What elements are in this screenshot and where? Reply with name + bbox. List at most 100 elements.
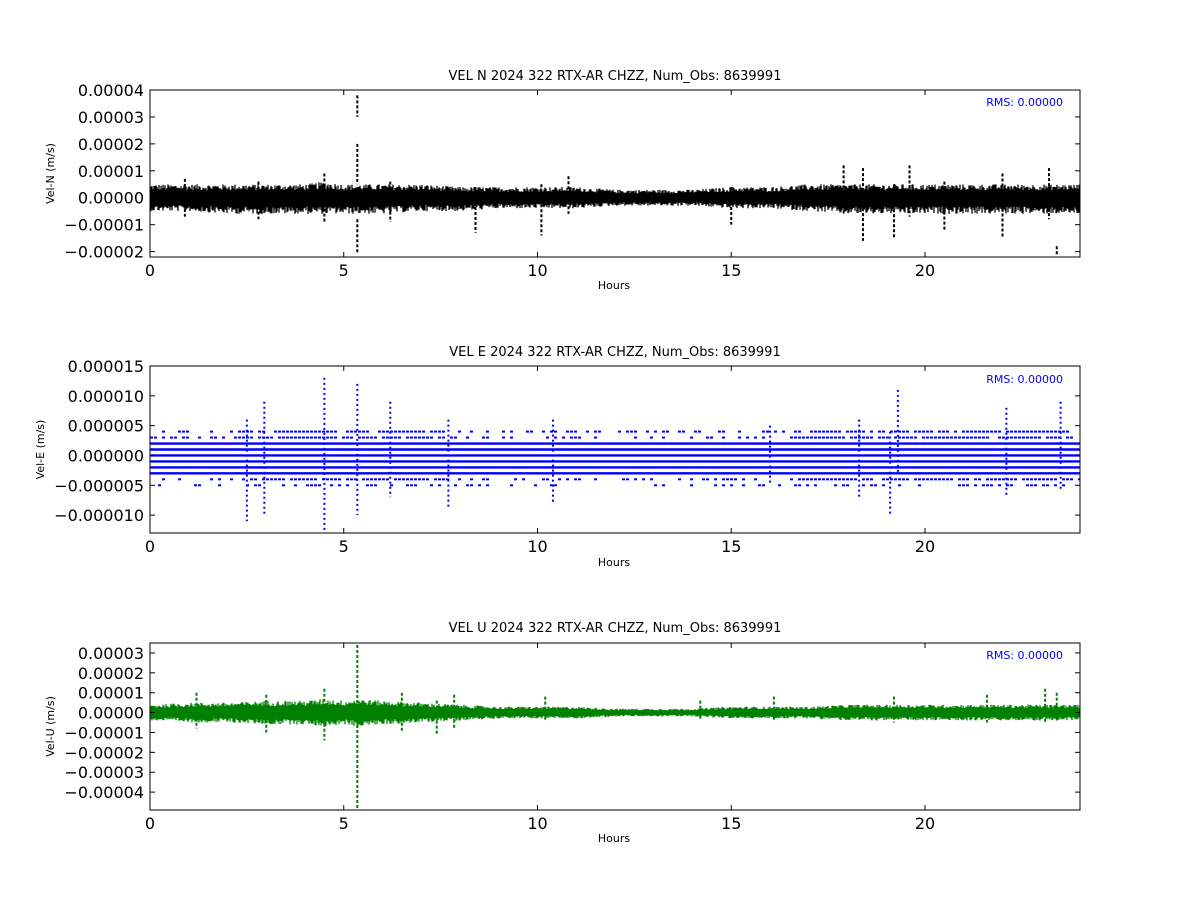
level-mark (914, 478, 917, 481)
ytick-label: 0.00002 (78, 664, 144, 683)
level-mark (382, 478, 385, 481)
level-mark (1046, 436, 1049, 439)
level-mark (1042, 478, 1045, 481)
level-mark (362, 430, 365, 433)
level-mark (1054, 436, 1057, 439)
level-mark (930, 436, 933, 439)
level-mark (850, 436, 853, 439)
level-mark (946, 430, 949, 433)
level-mark (258, 436, 261, 439)
level-mark (734, 478, 737, 481)
level-mark (694, 430, 697, 433)
level-mark (214, 436, 217, 439)
level-mark (374, 478, 377, 481)
panel-vel-n-frame (149, 89, 1081, 258)
level-mark (886, 478, 889, 481)
level-mark (962, 436, 965, 439)
level-mark (758, 484, 761, 487)
level-mark (1046, 484, 1049, 487)
series-1 (150, 377, 1080, 533)
level-mark (1034, 478, 1037, 481)
level-mark (334, 478, 337, 481)
level-mark (542, 430, 545, 433)
level-mark (630, 430, 633, 433)
level-mark (802, 436, 805, 439)
level-mark (654, 484, 657, 487)
level-mark (974, 436, 977, 439)
level-mark (914, 436, 917, 439)
level-mark (878, 430, 881, 433)
level-mark (974, 430, 977, 433)
level-mark (302, 436, 305, 439)
level-mark (738, 436, 741, 439)
level-mark (566, 478, 569, 481)
level-mark (882, 436, 885, 439)
level-mark (714, 478, 717, 481)
level-mark (622, 478, 625, 481)
level-mark (974, 484, 977, 487)
level-mark (218, 484, 221, 487)
level-mark (326, 430, 329, 433)
level-mark (842, 484, 845, 487)
level-mark (1026, 430, 1029, 433)
level-mark (242, 478, 245, 481)
level-mark (298, 430, 301, 433)
level-mark (1006, 430, 1009, 433)
level-mark (306, 436, 309, 439)
level-mark (1050, 430, 1053, 433)
level-mark (958, 436, 961, 439)
level-mark (950, 436, 953, 439)
level-mark (850, 430, 853, 433)
level-mark (382, 436, 385, 439)
xtick-label: 5 (339, 261, 349, 280)
level-mark (1018, 436, 1021, 439)
level-mark (1002, 478, 1005, 481)
level-mark (1062, 430, 1065, 433)
level-mark (350, 478, 353, 481)
ytick-label: 0.00000 (78, 704, 144, 723)
panel-vel-e-rms: RMS: 0.00000 (986, 373, 1063, 386)
level-mark (1054, 484, 1057, 487)
level-mark (942, 436, 945, 439)
level-mark (258, 484, 261, 487)
level-mark (458, 430, 461, 433)
level-mark (210, 436, 213, 439)
level-mark (502, 436, 505, 439)
level-mark (778, 484, 781, 487)
level-mark (274, 478, 277, 481)
ytick-label: 0.00000 (78, 189, 144, 208)
level-mark (486, 430, 489, 433)
level-mark (1010, 484, 1013, 487)
level-mark (554, 436, 557, 439)
level-mark (834, 430, 837, 433)
level-mark (854, 478, 857, 481)
level-mark (798, 430, 801, 433)
level-mark (986, 430, 989, 433)
level-mark (746, 436, 749, 439)
level-mark (410, 436, 413, 439)
level-mark (346, 478, 349, 481)
level-mark (410, 478, 413, 481)
level-mark (626, 430, 629, 433)
level-mark (390, 436, 393, 439)
level-mark (530, 430, 533, 433)
level-mark (426, 436, 429, 439)
level-mark (350, 436, 353, 439)
ytick-label: 0.000005 (68, 417, 144, 436)
level-mark (1038, 436, 1041, 439)
level-mark (766, 430, 769, 433)
level-mark (578, 436, 581, 439)
level-mark (258, 430, 261, 433)
level-mark (1034, 484, 1037, 487)
level-mark (326, 478, 329, 481)
level-mark (1070, 478, 1073, 481)
level-mark (910, 436, 913, 439)
level-mark (454, 484, 457, 487)
level-mark (394, 436, 397, 439)
level-mark (830, 430, 833, 433)
level-mark (278, 436, 281, 439)
level-mark (346, 436, 349, 439)
level-mark (690, 436, 693, 439)
level-mark (274, 430, 277, 433)
level-mark (890, 430, 893, 433)
